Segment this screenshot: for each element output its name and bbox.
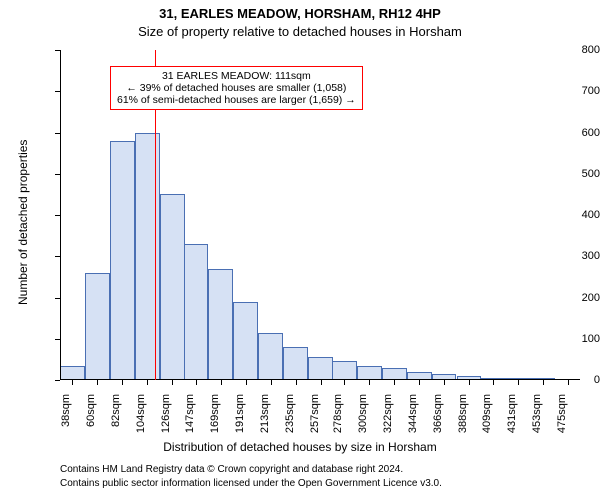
y-tick-label: 500 — [550, 168, 600, 180]
y-axis-label: Number of detached properties — [16, 140, 30, 305]
x-tick-mark — [321, 380, 322, 385]
x-tick-mark — [543, 380, 544, 385]
x-tick-mark — [221, 380, 222, 385]
histogram-bar — [357, 366, 382, 380]
y-tick-label: 700 — [550, 85, 600, 97]
histogram-bar — [233, 302, 258, 380]
histogram-bar — [332, 361, 357, 380]
y-tick-mark — [55, 256, 60, 257]
histogram-bar — [283, 347, 308, 380]
histogram-bar — [85, 273, 110, 380]
y-tick-mark — [55, 91, 60, 92]
histogram-bar — [308, 357, 333, 380]
property-annotation: 31 EARLES MEADOW: 111sqm← 39% of detache… — [110, 66, 363, 110]
x-tick-mark — [271, 380, 272, 385]
y-tick-label: 300 — [550, 250, 600, 262]
histogram-bar — [60, 366, 85, 380]
y-tick-label: 200 — [550, 292, 600, 304]
y-tick-label: 400 — [550, 209, 600, 221]
annotation-line-smaller: ← 39% of detached houses are smaller (1,… — [117, 82, 356, 94]
page-subtitle: Size of property relative to detached ho… — [0, 24, 600, 39]
x-tick-mark — [172, 380, 173, 385]
y-tick-label: 0 — [550, 374, 600, 386]
x-tick-mark — [122, 380, 123, 385]
histogram-bar — [208, 269, 233, 380]
x-tick-mark — [518, 380, 519, 385]
y-tick-mark — [55, 380, 60, 381]
x-tick-mark — [296, 380, 297, 385]
footer-copyright: Contains HM Land Registry data © Crown c… — [60, 464, 403, 475]
y-tick-mark — [55, 50, 60, 51]
y-axis-line — [60, 50, 61, 380]
x-tick-mark — [97, 380, 98, 385]
y-tick-mark — [55, 339, 60, 340]
x-tick-mark — [369, 380, 370, 385]
x-tick-mark — [444, 380, 445, 385]
x-tick-mark — [246, 380, 247, 385]
y-tick-label: 800 — [550, 44, 600, 56]
y-tick-label: 100 — [550, 333, 600, 345]
histogram-bar — [160, 194, 185, 380]
histogram-bar — [184, 244, 209, 380]
annotation-line-larger: 61% of semi-detached houses are larger (… — [117, 94, 356, 106]
y-tick-mark — [55, 133, 60, 134]
x-tick-mark — [344, 380, 345, 385]
footer-licence: Contains public sector information licen… — [60, 478, 442, 489]
page-title: 31, EARLES MEADOW, HORSHAM, RH12 4HP — [0, 6, 600, 21]
x-tick-mark — [394, 380, 395, 385]
histogram-bar — [258, 333, 283, 380]
histogram-bar — [110, 141, 135, 380]
y-tick-label: 600 — [550, 127, 600, 139]
y-tick-mark — [55, 215, 60, 216]
x-tick-mark — [72, 380, 73, 385]
annotation-line-title: 31 EARLES MEADOW: 111sqm — [117, 70, 356, 82]
x-tick-mark — [196, 380, 197, 385]
x-tick-mark — [469, 380, 470, 385]
x-tick-mark — [493, 380, 494, 385]
x-axis-label: Distribution of detached houses by size … — [0, 440, 600, 454]
x-tick-mark — [419, 380, 420, 385]
y-tick-mark — [55, 298, 60, 299]
x-tick-mark — [147, 380, 148, 385]
y-tick-mark — [55, 174, 60, 175]
